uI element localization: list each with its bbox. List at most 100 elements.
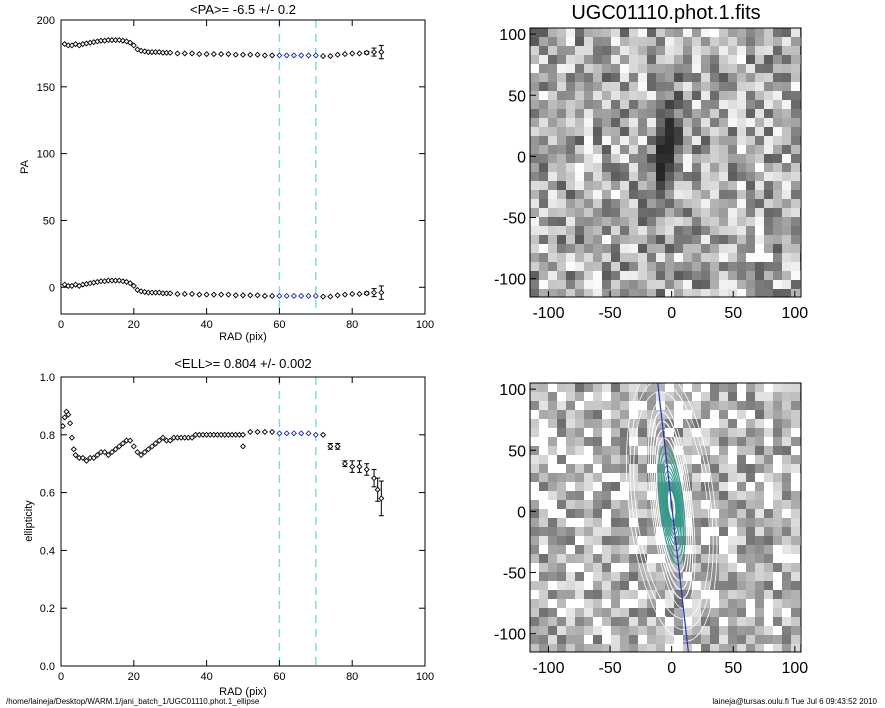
image-pixel xyxy=(575,127,585,137)
isophote-image-pixel xyxy=(620,464,630,474)
image-pixel xyxy=(656,73,666,83)
image-pixel xyxy=(539,91,549,101)
isophote-image-pixel xyxy=(629,599,639,609)
isophote-image-pixel xyxy=(710,419,720,429)
isophote-x-tick-label: -50 xyxy=(599,660,622,677)
image-pixel xyxy=(620,244,630,254)
isophote-image-pixel xyxy=(602,581,612,591)
isophote-image-pixel xyxy=(773,482,783,492)
isophote-image-pixel xyxy=(719,590,729,600)
isophote-image-pixel xyxy=(701,473,711,483)
isophote-image-pixel xyxy=(620,626,630,636)
isophote-image-pixel xyxy=(557,410,567,420)
image-pixel xyxy=(719,280,729,290)
isophote-image-pixel xyxy=(593,392,603,402)
isophote-image-pixel xyxy=(701,563,711,573)
pa-data-point xyxy=(363,290,370,297)
image-pixel xyxy=(728,145,738,155)
isophote-image-pixel xyxy=(539,545,549,555)
isophote-image-pixel xyxy=(782,635,792,645)
image-pixel xyxy=(683,109,693,119)
isophote-image-pixel xyxy=(782,491,792,501)
isophote-image-pixels xyxy=(530,383,801,652)
image-pixel xyxy=(764,253,774,263)
pa-plot-frame xyxy=(60,19,426,315)
isophote-image-pixel xyxy=(629,644,639,652)
isophote-image-pixel xyxy=(602,509,612,519)
image-pixel xyxy=(593,55,603,65)
isophote-image-pixel xyxy=(710,401,720,411)
image-pixel xyxy=(701,280,711,290)
image-pixel xyxy=(566,271,576,281)
isophote-image-pixel xyxy=(566,446,576,456)
image-x-tick-label: 0 xyxy=(667,305,676,322)
image-pixel xyxy=(611,289,621,297)
isophote-image-pixel xyxy=(755,545,765,555)
image-pixel xyxy=(782,262,792,272)
image-pixel xyxy=(782,235,792,245)
isophote-image-pixel xyxy=(737,473,747,483)
isophote-image-pixel xyxy=(791,455,801,465)
image-pixel xyxy=(701,262,711,272)
image-pixel xyxy=(548,262,558,272)
image-pixel xyxy=(782,64,792,74)
isophote-image-pixel xyxy=(791,518,801,528)
image-pixel xyxy=(791,289,801,297)
ell-data-point xyxy=(269,428,276,435)
image-pixel xyxy=(575,253,585,263)
image-pixel xyxy=(575,289,585,297)
isophote-image-pixel xyxy=(629,401,639,411)
isophote-image-pixel xyxy=(683,410,693,420)
pa-direction-line xyxy=(657,383,689,652)
image-pixel xyxy=(656,280,666,290)
image-pixel xyxy=(530,235,540,245)
image-pixel xyxy=(755,244,765,254)
image-pixel xyxy=(737,226,747,236)
isophote-image-pixel xyxy=(629,563,639,573)
image-pixel xyxy=(620,226,630,236)
image-pixel xyxy=(656,64,666,74)
isophote-image-pixel xyxy=(539,563,549,573)
isophote-image-pixel xyxy=(530,473,540,483)
image-pixel xyxy=(575,136,585,146)
isophote-image-pixel xyxy=(557,635,567,645)
image-pixel xyxy=(566,244,576,254)
image-pixel xyxy=(791,136,801,146)
image-pixel xyxy=(746,217,756,227)
image-pixel xyxy=(710,253,720,263)
isophote-image-pixel xyxy=(710,635,720,645)
isophote-image-pixel xyxy=(602,437,612,447)
image-pixel xyxy=(782,118,792,128)
image-pixel xyxy=(764,37,774,47)
image-pixel xyxy=(746,73,756,83)
image-pixel xyxy=(746,235,756,245)
image-pixel xyxy=(773,55,783,65)
image-pixel xyxy=(629,208,639,218)
isophote-image-pixel xyxy=(629,428,639,438)
isophote-image-pixel xyxy=(665,392,675,402)
isophote-image-pixel xyxy=(728,464,738,474)
image-pixel xyxy=(764,145,774,155)
image-pixel xyxy=(719,253,729,263)
image-pixel xyxy=(683,181,693,191)
pa-data-point xyxy=(218,291,225,298)
pa-data-point xyxy=(225,51,232,58)
image-pixel xyxy=(755,199,765,209)
isophote-image-pixel xyxy=(746,383,756,393)
image-pixel xyxy=(611,154,621,164)
image-pixel xyxy=(773,46,783,56)
isophote-image-pixel xyxy=(647,401,657,411)
isophote-image-pixel xyxy=(665,419,675,429)
image-pixel xyxy=(719,226,729,236)
image-pixel xyxy=(701,136,711,146)
pa-x-tick-label: 100 xyxy=(416,319,434,331)
isophote-image-pixel xyxy=(530,536,540,546)
image-pixel xyxy=(584,226,594,236)
image-pixel xyxy=(701,46,711,56)
image-pixel xyxy=(755,109,765,119)
ell-data-point xyxy=(290,430,297,437)
isophote-image-pixel xyxy=(629,617,639,627)
image-pixel xyxy=(620,46,630,56)
pa-data-point xyxy=(269,52,276,59)
image-pixel xyxy=(773,73,783,83)
